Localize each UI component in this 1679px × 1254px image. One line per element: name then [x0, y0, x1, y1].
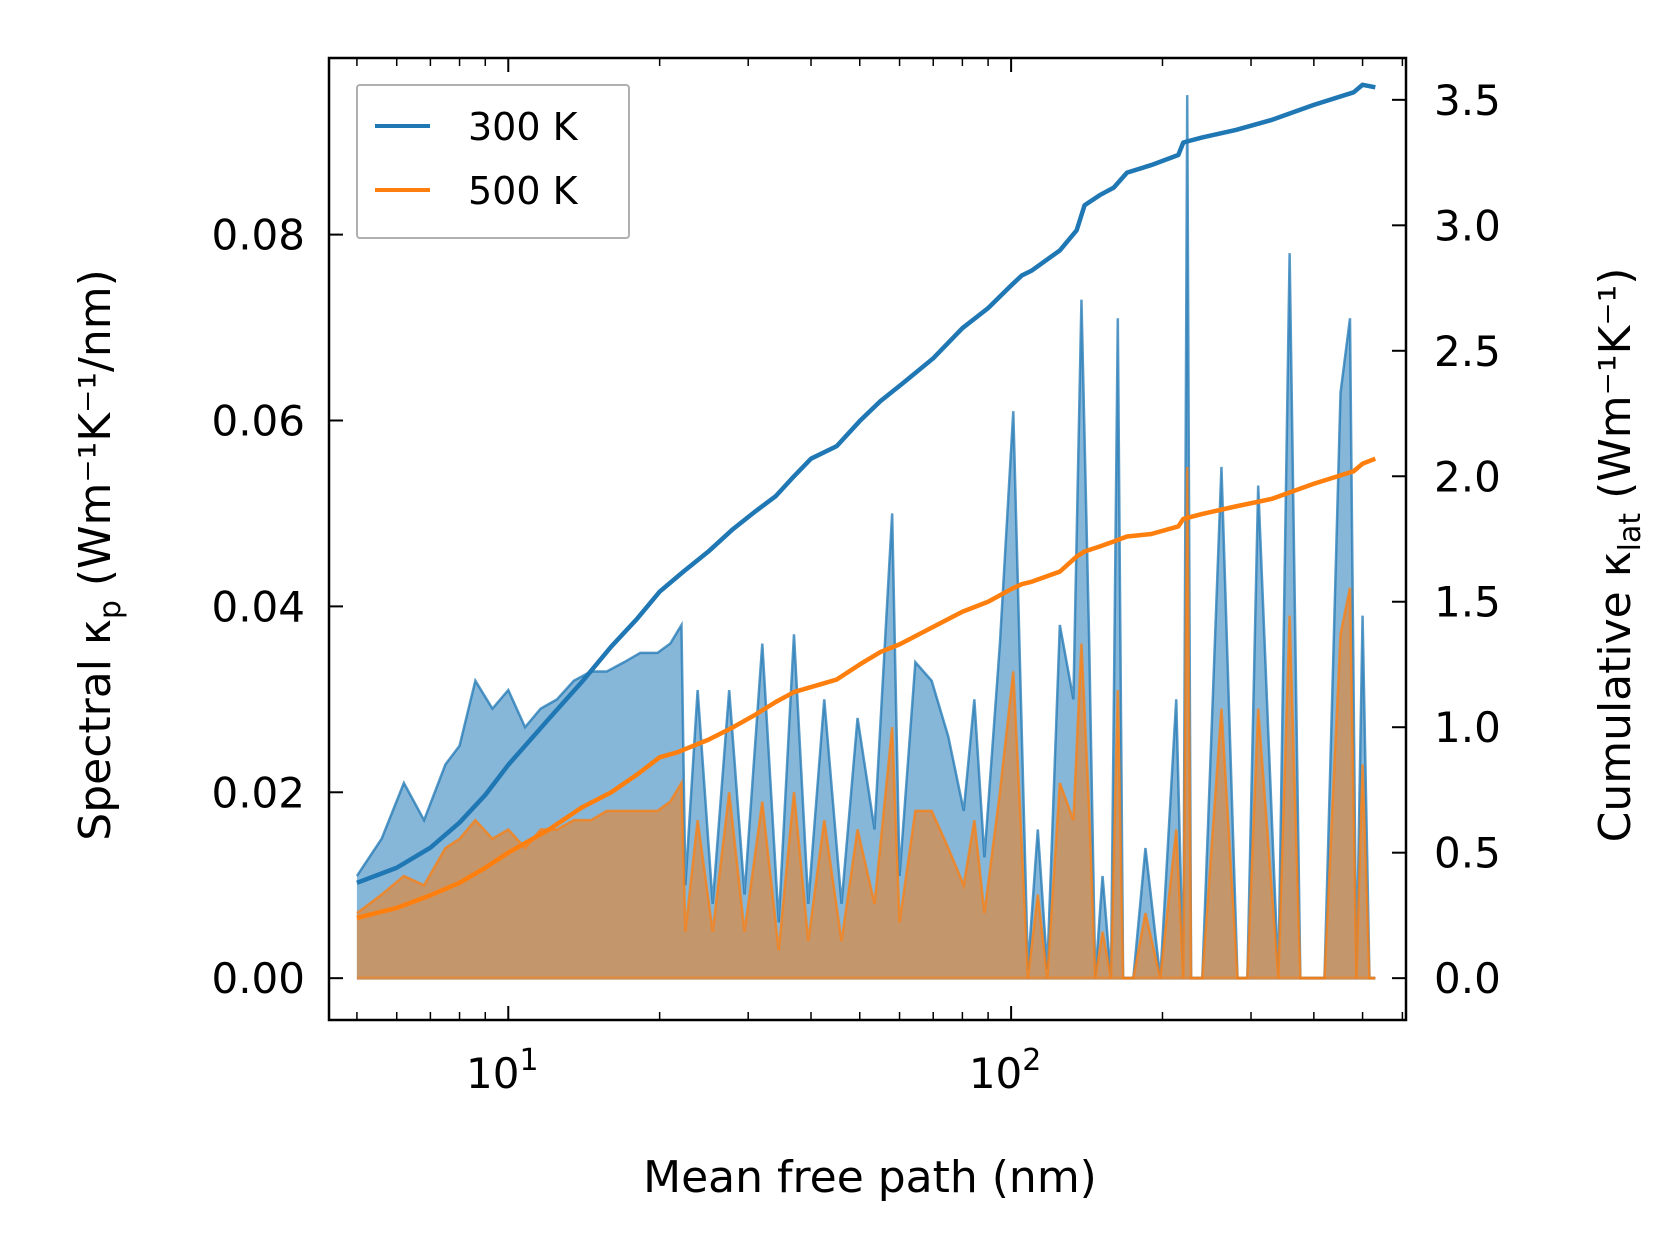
spectral-line-500k — [356, 466, 1376, 980]
plot-clipped — [355, 82, 1377, 980]
y-right-tick-label: 0.0 — [1434, 954, 1501, 1003]
y-right-tick-label: 0.5 — [1434, 829, 1501, 878]
y-left-tick-label: 0.04 — [211, 582, 305, 631]
y-axis-left-title: Spectral κp (Wm⁻¹K⁻¹/nm) — [70, 269, 128, 840]
y-left-tick-label: 0.06 — [211, 396, 305, 445]
axes-border — [327, 56, 1408, 1022]
y-right-tick-label: 1.5 — [1434, 578, 1501, 627]
x-tick-label: 102 — [969, 1043, 1042, 1098]
x-axis-title: Mean free path (nm) — [643, 1152, 1097, 1203]
cumulative-line-300k — [356, 82, 1376, 885]
y-right-tick-label: 1.0 — [1434, 703, 1501, 752]
y-left-tick-label: 0.02 — [211, 768, 305, 817]
y-left-tick-label: 0.00 — [211, 954, 305, 1003]
legend-label-300k: 300 K — [468, 105, 579, 149]
y-axis-right-title: Cumulative κlat (Wm⁻¹K⁻¹) — [1590, 268, 1648, 843]
plot-layer — [355, 82, 1377, 980]
ticks-layer: 101 102 0.00 0.02 0.04 0.06 0.08 0.0 0.5 1.0 1.5 2.… — [211, 58, 1501, 1098]
cumulative-line-500k — [356, 456, 1377, 921]
legend: 300 K 500 K — [356, 84, 630, 239]
axes-frame — [327, 56, 1408, 1022]
legend-box — [356, 84, 630, 239]
y-left-tick-label: 0.08 — [211, 211, 305, 260]
legend-label-500k: 500 K — [468, 169, 579, 213]
y-right-tick-label: 3.5 — [1434, 76, 1501, 125]
y-right-tick-label: 2.0 — [1434, 452, 1501, 501]
x-tick-label: 101 — [466, 1043, 539, 1098]
y-right-tick-label: 2.5 — [1434, 327, 1501, 376]
y-right-tick-label: 3.0 — [1434, 201, 1501, 250]
